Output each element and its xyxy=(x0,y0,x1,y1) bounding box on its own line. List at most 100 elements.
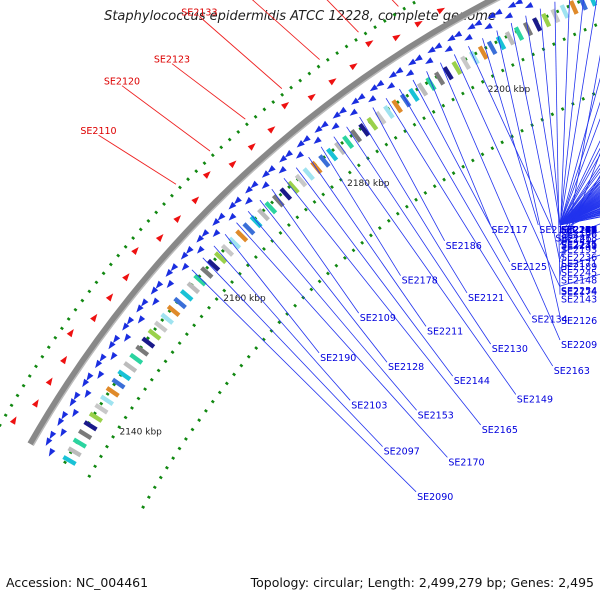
feature-block xyxy=(391,99,403,114)
reverse-gene-label: SE2204 xyxy=(561,225,597,236)
feature-block xyxy=(451,60,463,76)
reverse-label-leader xyxy=(525,15,561,226)
reverse-gene-label: SE2178 xyxy=(402,276,438,287)
reverse-gene-arrow xyxy=(60,428,68,437)
reverse-gene-arrow xyxy=(97,370,105,379)
reverse-gene-arrow xyxy=(484,22,493,30)
reverse-label-leader xyxy=(247,211,417,411)
feature-block xyxy=(186,281,201,295)
reverse-gene-arrow xyxy=(126,316,135,325)
reverse-label-leader xyxy=(559,101,600,226)
reverse-gene-label: SE2211 xyxy=(427,326,463,337)
forward-gene-arrow xyxy=(307,93,316,102)
reverse-label-leader xyxy=(559,140,600,226)
reverse-label-leader xyxy=(202,257,383,447)
reverse-gene-arrow xyxy=(152,297,160,306)
feature-block xyxy=(123,361,138,373)
reverse-gene-arrow xyxy=(453,30,463,38)
reverse-gene-label: SE2186 xyxy=(446,241,482,252)
reverse-gene-arrow xyxy=(99,353,107,362)
kbp-tick-label: 2180 kbp xyxy=(347,179,390,189)
feature-block xyxy=(342,135,355,149)
feature-block xyxy=(434,71,446,86)
feature-block xyxy=(166,304,181,318)
reverse-label-leader xyxy=(559,154,600,226)
reverse-label-leader xyxy=(453,54,561,288)
reverse-gene-label: SE2189 xyxy=(561,262,597,273)
reverse-gene-label: SE2208 xyxy=(561,225,597,236)
forward-gene-label: SE2120 xyxy=(104,77,140,88)
reverse-label-leader xyxy=(236,222,448,458)
reverse-gene-label: SE2161 xyxy=(561,225,597,236)
feature-block xyxy=(271,194,285,208)
forward-gene-arrow xyxy=(9,416,17,425)
feature-block xyxy=(135,344,150,357)
kbp-tick-label: 2160 kbp xyxy=(223,294,266,304)
feature-block xyxy=(242,222,256,236)
reverse-gene-arrow xyxy=(123,333,132,342)
reverse-label-leader xyxy=(346,126,492,345)
backbone-ring xyxy=(27,0,501,446)
reverse-strand-track xyxy=(45,0,534,457)
reverse-gene-arrow xyxy=(473,19,483,26)
reverse-gene-arrow xyxy=(196,245,205,254)
reverse-gene-label: SE2139 xyxy=(561,225,597,236)
forward-gene-arrow xyxy=(202,171,211,179)
reverse-gene-arrow xyxy=(351,97,360,105)
reverse-label-leader xyxy=(271,188,360,314)
reverse-gene-arrow xyxy=(314,125,323,133)
feature-block xyxy=(160,312,175,325)
reverse-gene-label: SE2125 xyxy=(511,262,547,273)
reverse-gene-label: SE2164 xyxy=(561,225,597,236)
backbone-highlight xyxy=(32,0,501,446)
reverse-gene-arrow xyxy=(49,430,57,440)
reverse-gene-label: SE2206 xyxy=(561,225,597,236)
reverse-gene-arrow xyxy=(110,351,118,361)
reverse-gene-arrow xyxy=(386,82,396,90)
reverse-label-leader xyxy=(554,1,561,295)
reverse-gene-arrow xyxy=(338,106,347,115)
reverse-gene-arrow xyxy=(212,218,221,226)
reverse-label-leader xyxy=(412,79,511,262)
reverse-gene-label: SE2247 xyxy=(561,225,597,236)
feature-block xyxy=(72,437,87,449)
reverse-gene-label: SE2207 xyxy=(561,225,597,236)
reverse-gene-label: SE2109 xyxy=(360,313,396,324)
reverse-gene-label: SE2190 xyxy=(320,353,356,364)
reverse-gene-label: SE2153 xyxy=(418,410,454,421)
reverse-gene-label: SE2103 xyxy=(351,400,387,411)
reverse-gene-label: SE2214 xyxy=(561,225,597,236)
reverse-label-leader xyxy=(559,0,584,226)
forward-gene-label: SE2123 xyxy=(154,55,190,66)
reverse-gene-label: SE2188 xyxy=(561,225,597,236)
feature-block xyxy=(129,352,144,365)
forward-label-leader xyxy=(326,0,359,33)
reverse-gene-label: SE2235 xyxy=(561,225,597,236)
reverse-gene-arrow xyxy=(245,185,253,194)
reverse-gene-arrow xyxy=(376,79,385,87)
reverse-label-leader xyxy=(259,199,388,363)
reverse-label-leader xyxy=(559,0,570,240)
reverse-gene-label: SE2225 xyxy=(561,225,597,236)
feature-block xyxy=(213,251,228,265)
reverse-gene-arrow xyxy=(137,315,146,324)
forward-label-leader xyxy=(121,85,211,152)
reverse-label-leader xyxy=(320,146,401,276)
reverse-gene-label: SE2162 xyxy=(561,225,597,236)
reverse-gene-label: SE2216 xyxy=(561,225,597,236)
forward-gene-label: SE2110 xyxy=(80,126,116,137)
kbp-tick-label: 2140 kbp xyxy=(119,428,162,438)
reverse-gene-label: SE2160 xyxy=(561,225,597,236)
reverse-gene-arrow xyxy=(196,234,205,243)
reverse-label-leader xyxy=(399,88,531,315)
feature-block xyxy=(264,201,278,215)
forward-gene-arrow xyxy=(31,399,39,408)
reverse-label-leader xyxy=(496,30,561,317)
feature-block xyxy=(318,154,331,168)
reverse-gene-label: SE2159 xyxy=(561,225,597,236)
reverse-gene-label: SE2168 xyxy=(561,225,597,236)
reverse-gene-label: SE2134 xyxy=(532,314,568,325)
reverse-gene-label: SE2243 xyxy=(561,225,597,236)
reverse-gene-arrow xyxy=(395,66,404,74)
